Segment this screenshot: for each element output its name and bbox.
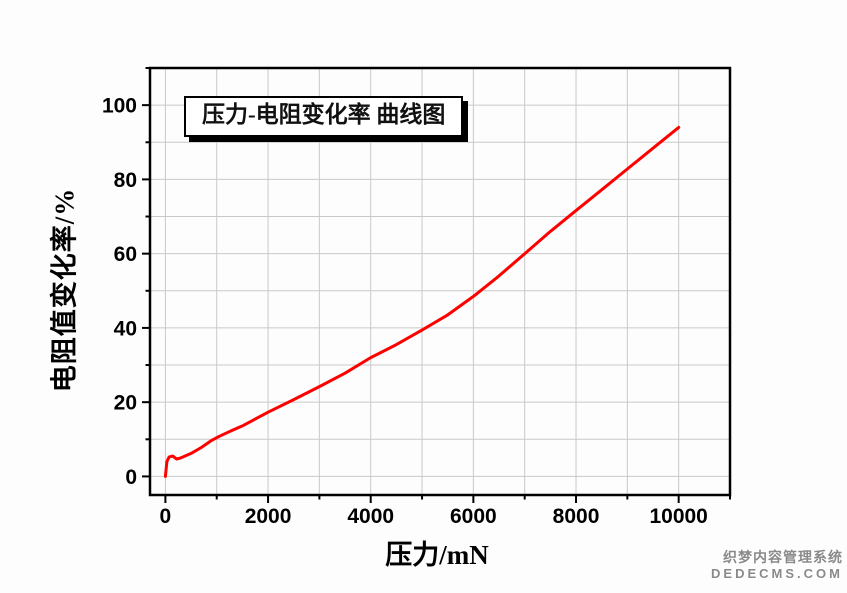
x-tick-label: 0 [160, 505, 172, 528]
y-axis-title: 电阻值变化率/% [49, 187, 80, 393]
x-tick-label: 2000 [245, 505, 292, 528]
watermark-text-en: DEDECMS.COM [711, 566, 843, 582]
y-tick-label: 40 [114, 317, 137, 340]
x-axis-title: 压力/mN [385, 540, 489, 570]
axis-frame [148, 66, 732, 497]
data-curve [163, 125, 681, 478]
y-tick-label: 0 [125, 466, 137, 489]
chart-title-box: 压力-电阻变化率 曲线图 [184, 96, 464, 137]
y-tick-label: 100 [102, 95, 137, 118]
watermark-text-cn: 织梦内容管理系统 [723, 551, 843, 566]
y-tick-label: 20 [114, 392, 137, 415]
y-tick-label: 80 [114, 169, 137, 192]
watermark: 织梦内容管理系统 DEDECMS.COM [711, 551, 843, 582]
chart-title: 压力-电阻变化率 曲线图 [202, 102, 446, 127]
x-tick-label: 10000 [649, 505, 707, 528]
x-tick-label: 4000 [347, 505, 394, 528]
x-tick-label: 8000 [553, 505, 600, 528]
y-tick-label: 60 [114, 243, 137, 266]
x-tick-label: 6000 [450, 505, 497, 528]
